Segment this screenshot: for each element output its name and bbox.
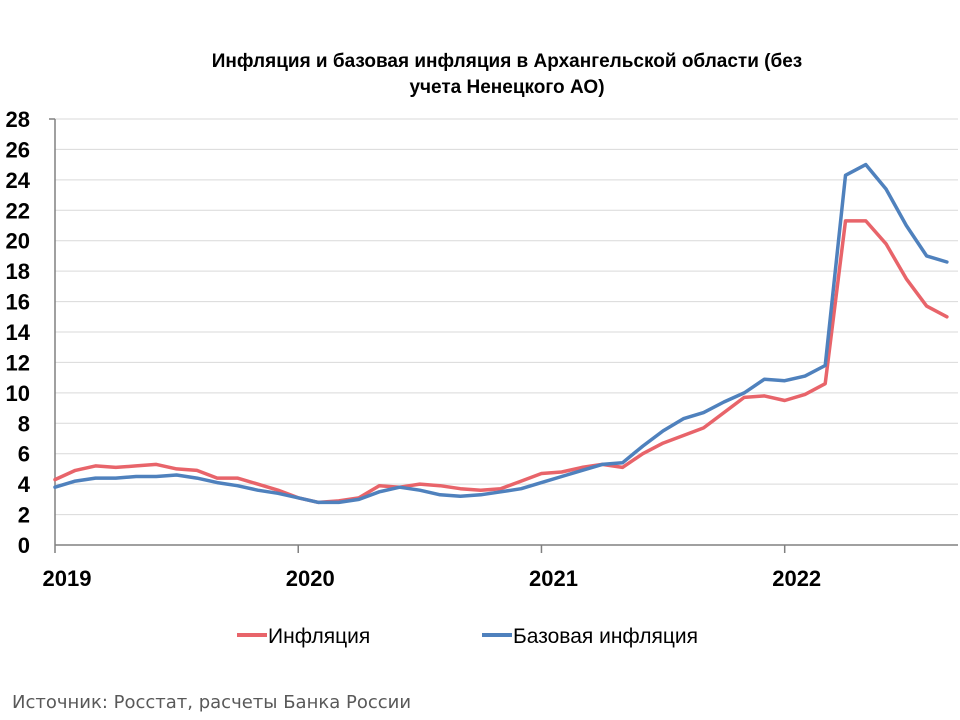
y-tick-label: 28: [6, 107, 30, 132]
y-tick-label: 18: [6, 259, 30, 284]
chart-title: Инфляция и базовая инфляция в Архангельс…: [212, 51, 802, 98]
x-tick-label: 2019: [43, 566, 92, 591]
series-line-core-inflation: [53, 162, 949, 505]
y-tick-label: 26: [6, 137, 30, 162]
y-tick-label: 14: [6, 320, 31, 345]
chart-title-line-2: учета Ненецкого АО): [409, 77, 604, 98]
legend-label-inflation: Инфляция: [268, 625, 370, 648]
x-tick-label: 2020: [286, 566, 335, 591]
y-tick-label: 4: [18, 472, 31, 497]
y-tick-label: 20: [6, 229, 30, 254]
y-tick-label: 10: [6, 381, 30, 406]
legend: Инфляция Базовая инфляция: [237, 625, 698, 648]
y-tick-label: 16: [6, 290, 30, 315]
source-note: Источник: Росстат, расчеты Банка России: [12, 692, 412, 713]
y-tick-label: 8: [18, 411, 30, 436]
y-tick-label: 2: [18, 503, 30, 528]
legend-label-core-inflation: Базовая инфляция: [513, 625, 698, 648]
x-tick-label: 2022: [772, 566, 821, 591]
y-tick-label: 0: [18, 533, 30, 558]
series-line-inflation: [53, 219, 949, 505]
series-lines: [53, 162, 949, 505]
y-tick-label: 22: [6, 198, 30, 223]
x-axis-ticks: 2019 2020 2021 2022: [43, 545, 821, 591]
chart-title-line-1: Инфляция и базовая инфляция в Архангельс…: [212, 51, 802, 72]
axes: [49, 118, 958, 546]
x-tick-label: 2021: [529, 566, 578, 591]
y-tick-label: 12: [6, 350, 30, 375]
y-tick-label: 24: [6, 168, 31, 193]
y-tick-label: 6: [18, 442, 30, 467]
gridlines: [55, 118, 958, 516]
